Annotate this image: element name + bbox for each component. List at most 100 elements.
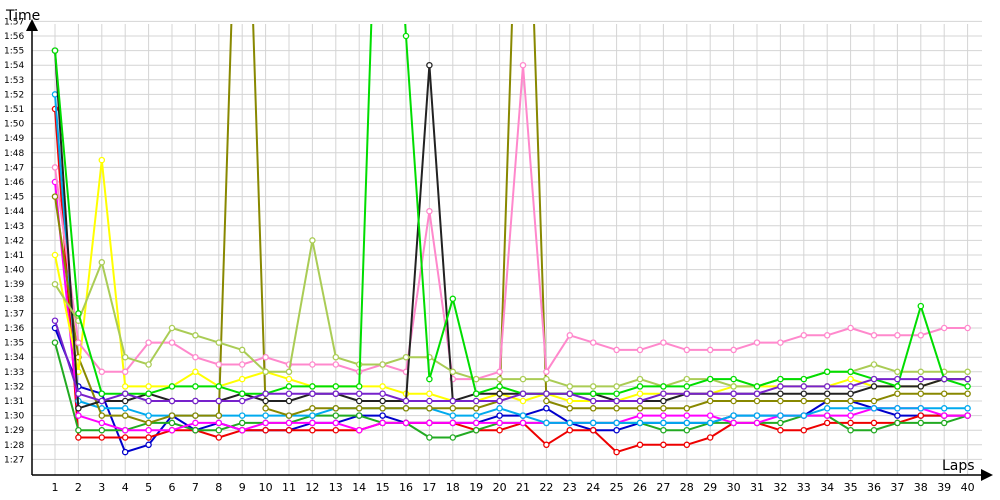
data-point (145, 361, 152, 368)
data-point (309, 412, 316, 419)
data-point (121, 390, 129, 397)
y-tick-label: 1:27 (4, 455, 24, 465)
data-point (379, 390, 386, 397)
data-point (51, 47, 59, 54)
data-point (753, 412, 761, 419)
data-point (402, 405, 410, 412)
data-point (800, 332, 808, 339)
x-tick-label: 13 (329, 481, 343, 494)
data-point (543, 397, 550, 405)
data-point (75, 405, 82, 412)
data-point (847, 426, 854, 434)
data-point (964, 375, 971, 383)
x-tick-label: 34 (820, 481, 834, 494)
data-point (121, 397, 129, 405)
series-7 (51, 156, 971, 405)
data-point (917, 375, 925, 383)
x-tick-label: 21 (516, 481, 530, 494)
x-tick-label: 15 (376, 481, 390, 494)
data-point (496, 383, 503, 390)
data-point (566, 390, 574, 397)
data-point (894, 390, 901, 397)
data-point (262, 405, 269, 412)
data-point (145, 397, 152, 405)
data-point (215, 426, 223, 434)
x-tick-label: 4 (122, 481, 129, 494)
data-point (332, 390, 340, 397)
series-line (54, 181, 968, 432)
data-point (777, 375, 784, 383)
data-point (706, 346, 714, 354)
data-point (660, 339, 667, 346)
data-point (660, 397, 667, 405)
data-point (964, 368, 971, 376)
data-point (449, 397, 457, 405)
data-point (847, 390, 854, 397)
data-point (192, 419, 199, 427)
data-point (589, 426, 597, 434)
data-point (800, 375, 808, 383)
data-point (402, 419, 410, 427)
data-point (192, 368, 199, 376)
data-point (75, 390, 82, 397)
data-point (192, 426, 199, 434)
series-12 (51, 317, 971, 405)
data-point (964, 412, 971, 419)
data-point (543, 375, 550, 383)
series-line (54, 320, 968, 402)
data-point (168, 324, 176, 332)
data-point (940, 419, 948, 427)
data-point (823, 397, 831, 405)
data-point (426, 397, 433, 405)
x-tick-label: 20 (493, 481, 507, 494)
data-point (683, 426, 691, 434)
data-point (98, 397, 106, 405)
data-point (683, 419, 691, 427)
data-point (426, 390, 433, 397)
data-point (940, 375, 948, 383)
data-point (355, 383, 363, 390)
data-point (917, 405, 925, 412)
data-point (426, 375, 433, 383)
data-point (51, 193, 59, 200)
data-point (496, 405, 503, 412)
data-point (753, 383, 761, 390)
data-point (332, 426, 340, 434)
data-point (543, 368, 550, 376)
data-point (472, 426, 480, 434)
data-point (379, 361, 386, 368)
data-point (309, 383, 316, 390)
data-point (519, 390, 527, 397)
data-point (823, 368, 831, 376)
data-point (332, 383, 340, 390)
data-point (51, 280, 59, 288)
data-point (777, 412, 784, 419)
x-tick-label: 31 (750, 481, 764, 494)
data-point (426, 419, 433, 427)
data-point (589, 383, 597, 390)
series-layer (51, 24, 971, 456)
data-point (238, 390, 246, 397)
y-tick-label: 1:33 (4, 368, 24, 378)
data-point (121, 353, 129, 361)
data-point (823, 383, 831, 390)
data-point (847, 383, 854, 390)
y-tick-label: 1:43 (4, 222, 24, 232)
data-point (285, 397, 293, 405)
data-point (706, 419, 714, 427)
data-point (589, 397, 597, 405)
x-tick-label: 12 (305, 481, 319, 494)
data-point (472, 375, 480, 383)
data-point (496, 419, 503, 427)
data-point (636, 390, 644, 397)
data-point (121, 412, 129, 419)
data-point (964, 383, 971, 390)
data-point (777, 390, 784, 397)
data-point (98, 368, 106, 376)
data-point (917, 419, 925, 427)
data-point (777, 419, 784, 427)
data-point (332, 419, 340, 427)
data-point (215, 339, 223, 346)
x-tick-label: 6 (169, 481, 176, 494)
data-point (753, 397, 761, 405)
